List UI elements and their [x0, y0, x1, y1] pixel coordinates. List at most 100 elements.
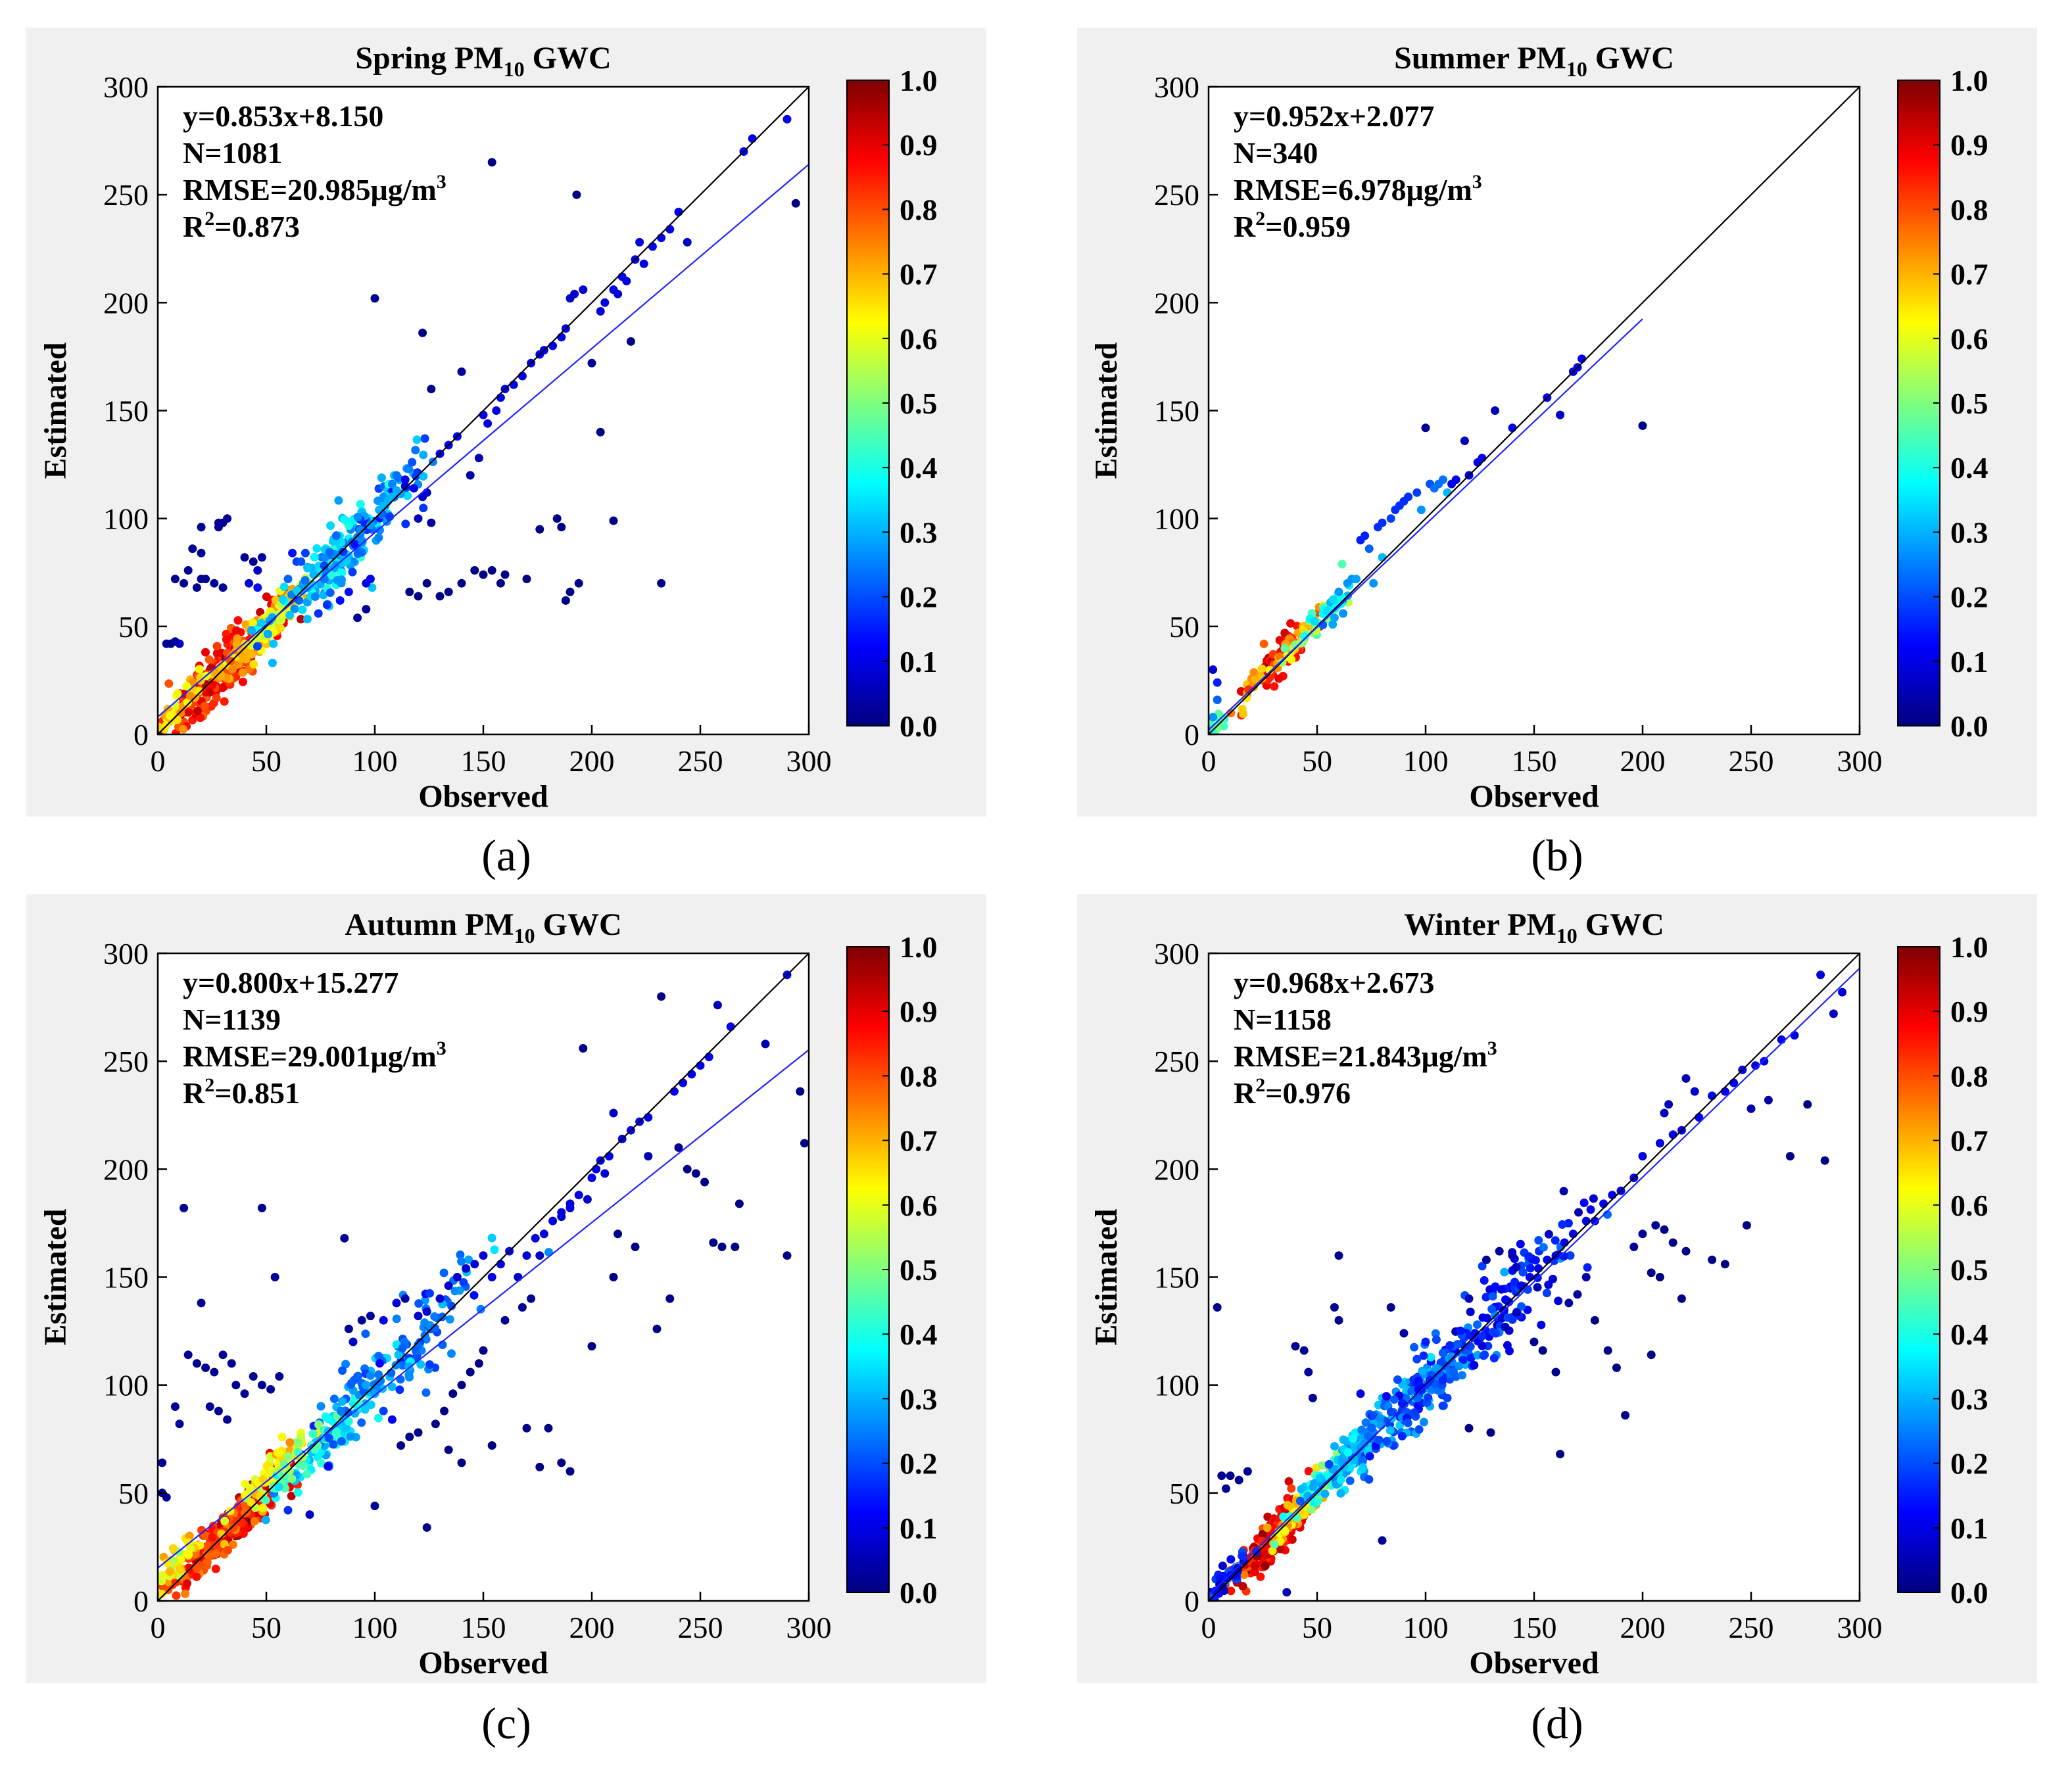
- scatter-point: [1328, 620, 1337, 629]
- scatter-point: [158, 1571, 166, 1580]
- colorbar-tick-label: 0.1: [900, 645, 938, 678]
- scatter-point: [274, 1448, 283, 1458]
- scatter-point: [227, 1359, 236, 1368]
- scatter-point: [557, 1458, 566, 1467]
- scatter-point: [1404, 492, 1413, 502]
- scatter-point: [1226, 1471, 1235, 1481]
- scatter-point: [552, 514, 562, 523]
- scatter-point: [1382, 1392, 1391, 1401]
- scatter-point: [220, 697, 229, 706]
- colorbar-tick-label: 0.4: [1950, 451, 1988, 485]
- x-tick-label: 250: [1729, 1611, 1774, 1644]
- scatter-point: [308, 1429, 318, 1439]
- scatter-point: [1215, 717, 1224, 726]
- caption-d: (d): [1531, 1698, 1583, 1748]
- scatter-point: [293, 1488, 302, 1497]
- scatter-point: [370, 294, 379, 303]
- scatter-point: [411, 446, 420, 455]
- scatter-point: [639, 259, 648, 268]
- scatter-point: [1282, 1588, 1291, 1597]
- scatter-point: [1668, 1238, 1677, 1247]
- scatter-point: [1426, 1352, 1435, 1362]
- scatter-point: [392, 1314, 401, 1323]
- scatter-point: [709, 1238, 718, 1247]
- scatter-point: [583, 1195, 592, 1204]
- scatter-point: [275, 615, 284, 624]
- scatter-point: [237, 654, 245, 663]
- scatter-point: [1495, 1247, 1504, 1256]
- sample-count: N=1158: [1234, 1003, 1332, 1036]
- scatter-point: [657, 579, 666, 588]
- r-squared-value: R2=0.873: [183, 208, 300, 243]
- scatter-point: [1414, 1377, 1423, 1385]
- scatter-point: [1261, 1561, 1270, 1571]
- x-axis-label: Observed: [1469, 779, 1599, 814]
- scatter-point: [1574, 1208, 1583, 1217]
- colorbar-tick-label: 0.4: [900, 1318, 938, 1351]
- scatter-point: [439, 1268, 448, 1277]
- scatter-point: [284, 1452, 293, 1461]
- x-tick-label: 50: [251, 1611, 281, 1644]
- scatter-point: [1542, 1289, 1551, 1298]
- scatter-point: [392, 486, 401, 495]
- scatter-point: [346, 1380, 355, 1389]
- scatter-point: [344, 1417, 353, 1426]
- scatter-point: [248, 618, 257, 627]
- scatter-point: [1425, 1375, 1434, 1385]
- x-tick-label: 200: [569, 744, 615, 778]
- x-tick-label: 50: [1302, 744, 1332, 778]
- scatter-point: [1443, 488, 1452, 497]
- colorbar-tick-label: 0.0: [900, 1576, 938, 1609]
- scatter-point: [483, 419, 493, 428]
- scatter-point: [1742, 1221, 1751, 1230]
- scatter-point: [1410, 1343, 1419, 1352]
- y-tick-label: 150: [103, 1261, 149, 1295]
- scatter-point: [398, 1344, 407, 1353]
- scatter-point: [277, 1433, 287, 1442]
- scatter-point: [1239, 709, 1247, 719]
- colorbar-tick-label: 0.6: [1950, 1189, 1988, 1222]
- scatter-point: [731, 1243, 740, 1251]
- scatter-point: [1217, 1471, 1226, 1481]
- chart-title: Autumn PM10 GWC: [345, 907, 621, 947]
- scatter-point: [387, 1382, 397, 1391]
- x-tick-label: 300: [786, 1611, 832, 1644]
- x-tick-label: 300: [786, 744, 832, 778]
- scatter-point: [1211, 1586, 1220, 1596]
- scatter-point: [387, 1415, 397, 1424]
- scatter-point: [1612, 1363, 1621, 1372]
- scatter-point: [408, 458, 417, 467]
- scatter-point: [183, 566, 193, 575]
- scatter-point: [249, 1372, 258, 1381]
- scatter-point: [1534, 1236, 1543, 1245]
- scatter-point: [1559, 1187, 1568, 1196]
- colorbar-tick-label: 0.8: [1950, 193, 1988, 226]
- fit-line: [1208, 967, 1860, 1596]
- scatter-point: [247, 626, 256, 635]
- scatter-point: [181, 1589, 190, 1598]
- scatter-point: [325, 588, 335, 597]
- scatter-point: [295, 1460, 304, 1469]
- scatter-point: [1581, 1273, 1591, 1281]
- scatter-point: [1608, 1191, 1617, 1200]
- scatter-point: [1412, 1354, 1422, 1364]
- scatter-point: [1445, 1341, 1455, 1350]
- scatter-point: [392, 471, 401, 480]
- scatter-point: [427, 385, 436, 394]
- scatter-point: [1764, 1095, 1773, 1105]
- scatter-point: [425, 1289, 434, 1298]
- scatter-point: [211, 1564, 220, 1573]
- scatter-point: [317, 1459, 326, 1468]
- scatter-point: [444, 1445, 453, 1454]
- scatter-point: [1330, 1303, 1339, 1312]
- scatter-point: [464, 1255, 473, 1264]
- y-tick-label: 150: [103, 394, 149, 428]
- scatter-point: [1336, 1488, 1345, 1498]
- regression-equation: y=0.952x+2.077: [1234, 99, 1434, 133]
- scatter-point: [447, 1349, 456, 1358]
- scatter-point: [420, 1318, 429, 1327]
- scatter-point: [561, 596, 570, 605]
- scatter-point: [587, 1174, 596, 1182]
- y-tick-label: 50: [118, 1477, 149, 1510]
- scatter-point: [1478, 1313, 1487, 1322]
